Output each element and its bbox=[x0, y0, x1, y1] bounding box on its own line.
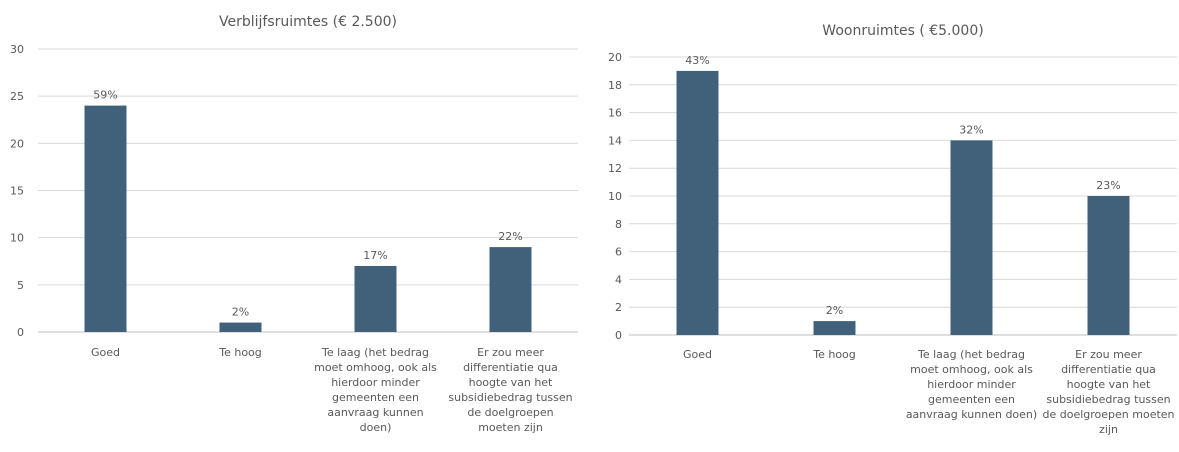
chart-woonruimtes-svg: Woonruimtes ( €5.000) 0 2 4 6 8 10 12 14 16 18 20 43… bbox=[608, 23, 1177, 436]
x-tick-label: moet omhoog, ook als bbox=[314, 361, 437, 374]
x-tick-label: aanvraag kunnen bbox=[327, 406, 423, 419]
data-label: 43% bbox=[685, 54, 709, 67]
y-tick-label: 20 bbox=[10, 137, 24, 150]
y-tick-label: 6 bbox=[615, 246, 622, 259]
y-tick-label: 0 bbox=[17, 326, 24, 339]
x-tick-label: de doelgroepen bbox=[467, 406, 553, 419]
chart-title: Verblijfsruimtes (€ 2.500) bbox=[219, 14, 397, 30]
x-tick-label: hoogte van het bbox=[469, 376, 553, 389]
x-tick-label: aanvraag kunnen doen) bbox=[906, 408, 1037, 421]
chart-verblijfsruimtes-svg: Verblijfsruimtes (€ 2.500) 0 5 10 15 20 25 30 59… bbox=[10, 14, 578, 434]
x-tick-label: subsidiebedrag tussen bbox=[448, 391, 572, 404]
x-tick-label: hierdoor minder bbox=[927, 378, 1016, 391]
x-tick-label: differentiatie qua bbox=[463, 361, 558, 374]
chart-verblijfsruimtes: Verblijfsruimtes (€ 2.500) 0 5 10 15 20 25 30 59… bbox=[0, 0, 590, 448]
y-tick-label: 5 bbox=[17, 279, 24, 292]
data-label: 59% bbox=[93, 89, 117, 102]
x-tick-label: moeten zijn bbox=[478, 421, 543, 434]
y-tick-label: 15 bbox=[10, 185, 24, 198]
bar bbox=[1087, 196, 1130, 335]
bar bbox=[84, 105, 127, 332]
x-tick-label: Te hoog bbox=[218, 346, 262, 359]
data-label: 2% bbox=[232, 306, 249, 319]
y-tick-label: 2 bbox=[615, 301, 622, 314]
data-label: 17% bbox=[363, 249, 387, 262]
x-tick-label: Er zou meer bbox=[1075, 348, 1142, 361]
x-tick-label: hoogte van het bbox=[1067, 378, 1151, 391]
x-tick-label: Goed bbox=[683, 348, 712, 361]
bar bbox=[489, 247, 532, 332]
chart-title: Woonruimtes ( €5.000) bbox=[822, 23, 983, 39]
x-tick-label: Goed bbox=[91, 346, 120, 359]
bar bbox=[354, 265, 397, 332]
x-tick-label: Er zou meer bbox=[477, 346, 544, 359]
x-tick-label: de doelgroepen moeten bbox=[1042, 408, 1174, 421]
y-tick-label: 8 bbox=[615, 218, 622, 231]
y-tick-label: 25 bbox=[10, 90, 24, 103]
chart-woonruimtes: Woonruimtes ( €5.000) 0 2 4 6 8 10 12 14 16 18 20 43… bbox=[590, 0, 1179, 448]
x-tick-label: zijn bbox=[1099, 423, 1118, 436]
x-tick-label: Te hoog bbox=[812, 348, 856, 361]
data-label: 22% bbox=[498, 230, 522, 243]
y-tick-label: 0 bbox=[615, 329, 622, 342]
bar bbox=[219, 322, 262, 332]
data-label: 23% bbox=[1096, 179, 1120, 192]
y-tick-label: 16 bbox=[608, 107, 622, 120]
bar bbox=[950, 140, 993, 335]
data-label: 2% bbox=[826, 304, 843, 317]
x-tick-label: gemeenten een bbox=[928, 393, 1015, 406]
y-tick-label: 12 bbox=[608, 162, 622, 175]
bar bbox=[676, 70, 719, 336]
y-tick-label: 30 bbox=[10, 43, 24, 56]
y-tick-label: 14 bbox=[608, 134, 622, 147]
x-tick-label: doen) bbox=[360, 421, 392, 434]
data-label: 32% bbox=[959, 123, 983, 136]
x-tick-label: Te laag (het bedrag bbox=[917, 348, 1025, 361]
x-tick-label: moet omhoog, ook als bbox=[910, 363, 1033, 376]
x-tick-label: subsidiebedrag tussen bbox=[1046, 393, 1170, 406]
y-tick-label: 10 bbox=[10, 232, 24, 245]
x-tick-label: Te laag (het bedrag bbox=[321, 346, 429, 359]
x-tick-label: differentiatie qua bbox=[1061, 363, 1156, 376]
y-tick-label: 10 bbox=[608, 190, 622, 203]
y-tick-label: 20 bbox=[608, 51, 622, 64]
bar bbox=[813, 321, 856, 335]
x-tick-label: hierdoor minder bbox=[331, 376, 420, 389]
y-tick-label: 4 bbox=[615, 273, 622, 286]
y-tick-label: 18 bbox=[608, 79, 622, 92]
x-tick-label: gemeenten een bbox=[332, 391, 419, 404]
